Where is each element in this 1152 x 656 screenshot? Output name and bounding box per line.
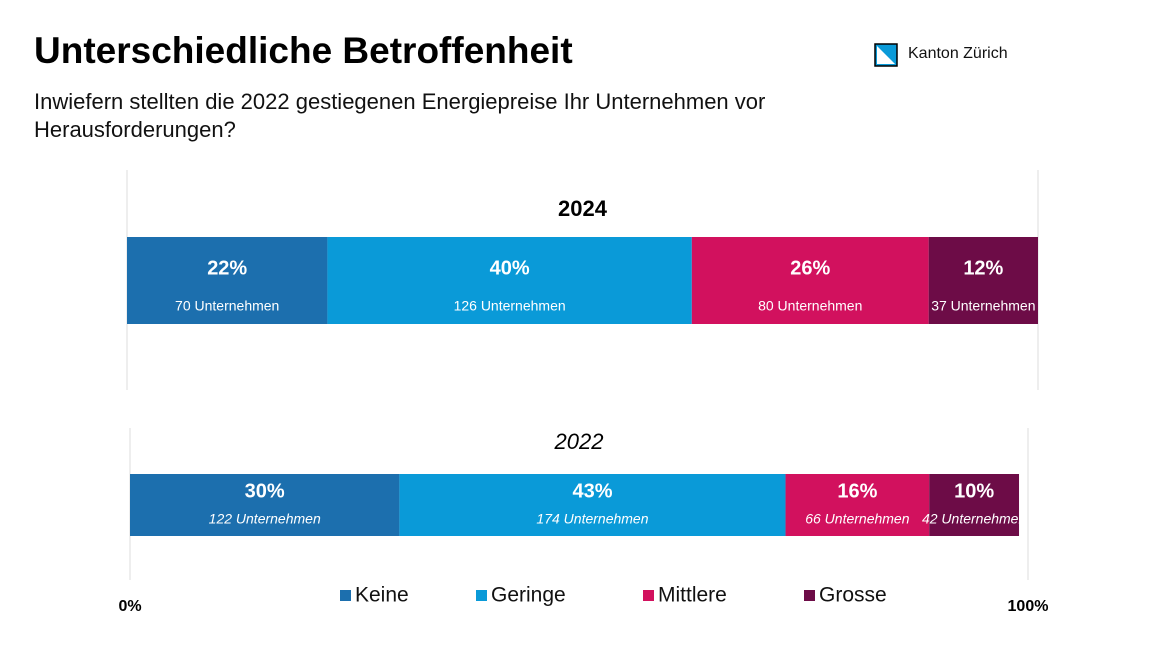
legend-label: Mittlere bbox=[658, 584, 727, 607]
value-label: 10% bbox=[954, 480, 994, 502]
bar-segment bbox=[929, 474, 1020, 536]
bar-segment bbox=[399, 474, 786, 536]
count-label: 80 Unternehmen bbox=[758, 298, 862, 314]
legend-swatch bbox=[340, 590, 351, 601]
count-label: 122 Unternehmen bbox=[209, 511, 321, 527]
value-label: 30% bbox=[245, 480, 285, 502]
legend-label: Keine bbox=[355, 584, 409, 607]
count-label: 70 Unternehmen bbox=[175, 298, 279, 314]
value-label: 26% bbox=[790, 257, 830, 279]
bar-segment bbox=[928, 237, 1038, 324]
count-label: 126 Unternehmen bbox=[454, 298, 566, 314]
brand: Kanton Zürich bbox=[908, 45, 1008, 62]
value-label: 22% bbox=[207, 257, 247, 279]
x-tick-label: 0% bbox=[118, 598, 141, 615]
bar-segment bbox=[127, 237, 328, 324]
bar-segment bbox=[130, 474, 400, 536]
logo bbox=[874, 43, 898, 67]
title: Unterschiedliche Betroffenheit bbox=[34, 30, 573, 71]
value-label: 43% bbox=[572, 480, 612, 502]
value-label: 16% bbox=[837, 480, 877, 502]
legend-label: Geringe bbox=[491, 584, 566, 607]
legend-label: Grosse bbox=[819, 584, 887, 607]
panel-title: 2022 bbox=[554, 429, 604, 454]
legend-swatch bbox=[476, 590, 487, 601]
legend-swatch bbox=[804, 590, 815, 601]
subtitle: Inwiefern stellten die 2022 gestiegenen … bbox=[34, 89, 766, 142]
bar-segment bbox=[691, 237, 929, 324]
count-label: 37 Unternehmen bbox=[931, 298, 1035, 314]
legend-swatch bbox=[643, 590, 654, 601]
bar-segment bbox=[785, 474, 930, 536]
count-label: 66 Unternehmen bbox=[805, 511, 910, 527]
count-label: 42 Unternehmen bbox=[922, 511, 1027, 527]
count-label: 174 Unternehmen bbox=[536, 511, 648, 527]
value-label: 40% bbox=[490, 257, 530, 279]
panel-title: 2024 bbox=[558, 196, 608, 221]
x-tick-label: 100% bbox=[1008, 598, 1049, 615]
value-label: 12% bbox=[963, 257, 1003, 279]
bar-segment bbox=[327, 237, 692, 324]
